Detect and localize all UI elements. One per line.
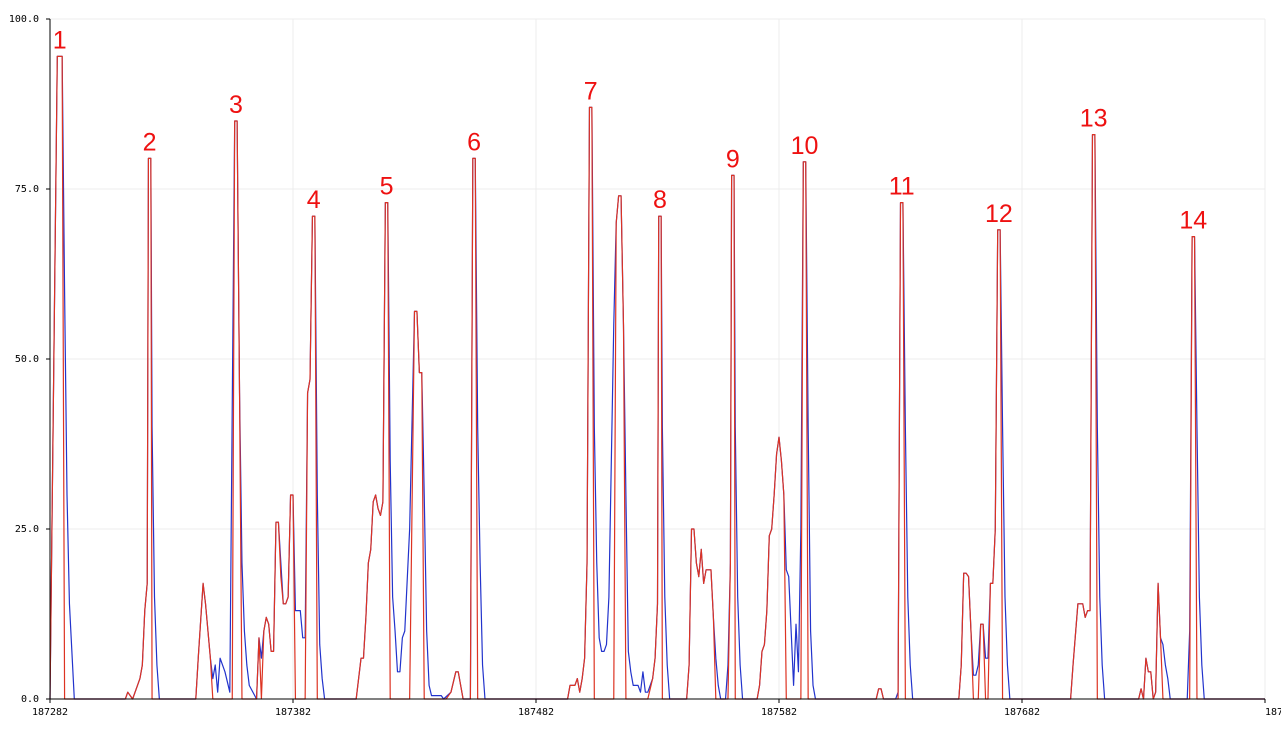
peak-label-14: 14 [1179, 207, 1207, 235]
series-group [49, 55, 1265, 700]
x-tick-label: 187782 [1265, 707, 1281, 718]
x-tick-label: 187382 [275, 707, 311, 718]
y-tick-label: 25.0 [15, 524, 39, 535]
y-tick-label: 75.0 [15, 184, 39, 195]
x-tick-label: 187282 [32, 707, 68, 718]
y-tick-label: 0.0 [21, 694, 39, 705]
peak-label-11: 11 [889, 173, 915, 201]
peak-label-8: 8 [653, 186, 667, 214]
x-tick-label: 187682 [1004, 707, 1040, 718]
peak-label-13: 13 [1080, 105, 1108, 133]
peak-label-2: 2 [143, 128, 157, 156]
peak-label-12: 12 [985, 200, 1013, 228]
peak-label-4: 4 [307, 186, 321, 214]
peak-label-1: 1 [53, 26, 67, 54]
x-tick-label: 187482 [518, 707, 554, 718]
x-tick-label: 187582 [761, 707, 797, 718]
axes [46, 18, 1266, 703]
series-line-2 [49, 55, 1265, 700]
y-tick-label: 50.0 [15, 354, 39, 365]
peak-label-5: 5 [380, 173, 394, 201]
peak-label-10: 10 [791, 132, 819, 160]
peak-label-7: 7 [584, 77, 598, 105]
peak-label-9: 9 [726, 145, 740, 173]
y-tick-label: 100.0 [9, 14, 39, 25]
peak-label-3: 3 [229, 91, 243, 119]
peak-label-6: 6 [467, 128, 481, 156]
